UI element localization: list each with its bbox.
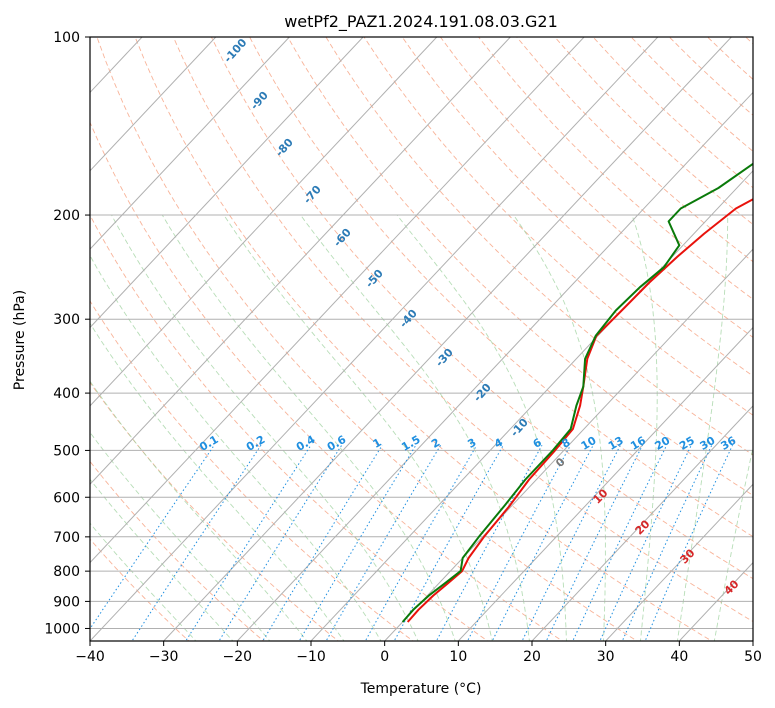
dry-adiabat-line bbox=[363, 37, 753, 416]
profile-lines bbox=[401, 162, 753, 623]
moist-adiabat-line bbox=[713, 445, 753, 641]
moist-adiabat-line bbox=[513, 214, 606, 641]
y-tick-label: 900 bbox=[53, 594, 80, 610]
mixing-ratio-line bbox=[325, 444, 442, 641]
dewpoint-profile-line bbox=[401, 162, 753, 623]
moist-adiabat-line bbox=[111, 214, 419, 641]
x-tick-label: −40 bbox=[75, 649, 105, 665]
gridlines bbox=[0, 37, 753, 641]
dry-adiabat-line bbox=[249, 37, 753, 538]
isotherm-gridline bbox=[90, 37, 290, 250]
y-tick-label: 200 bbox=[53, 208, 80, 224]
isotherm-gridline bbox=[90, 37, 438, 407]
x-tick-label: 40 bbox=[670, 649, 688, 665]
moist-adiabat-line bbox=[223, 214, 493, 641]
x-axis-ticks: −40 −30 −20 −10 0 10 20 30 40 50 bbox=[75, 641, 762, 665]
y-tick-label: 100 bbox=[53, 30, 80, 46]
moist-adiabat-line bbox=[90, 478, 234, 641]
isotherm-gridline bbox=[163, 37, 732, 641]
isotherm-gridline bbox=[90, 37, 511, 486]
mixing-ratio-line bbox=[90, 444, 215, 630]
isotherm-gridline bbox=[605, 483, 753, 641]
moist-adiabat-line bbox=[90, 522, 197, 641]
y-axis-label: Pressure (hPa) bbox=[12, 290, 28, 390]
isotherm-gridline bbox=[236, 91, 753, 641]
moist-adiabat-line bbox=[90, 380, 308, 641]
moist-adiabat-line bbox=[90, 254, 382, 641]
x-tick-label: −30 bbox=[149, 649, 179, 665]
y-axis-ticks: 100 200 300 400 500 600 700 800 900 1000 bbox=[44, 30, 90, 637]
mixing-ratio-line bbox=[364, 444, 478, 641]
y-tick-label: 800 bbox=[53, 564, 80, 580]
dry-adiabat-line bbox=[440, 37, 753, 338]
isotherm-gridline bbox=[90, 37, 659, 641]
moist-adiabat-line bbox=[631, 214, 658, 641]
mixing-ratio-line bbox=[599, 444, 692, 641]
mixing-ratio-line bbox=[262, 444, 383, 641]
y-tick-label: 400 bbox=[53, 386, 80, 402]
y-tick-label: 1000 bbox=[44, 621, 80, 637]
mixing-ratio-line bbox=[545, 444, 643, 641]
plot-frame bbox=[89, 36, 754, 642]
y-tick-label: 500 bbox=[53, 443, 80, 459]
mixing-ratio-line bbox=[298, 444, 417, 641]
moist-adiabat-line bbox=[396, 214, 567, 641]
x-tick-label: 30 bbox=[597, 649, 615, 665]
isotherm-gridline bbox=[384, 248, 753, 641]
isotherm-gridline bbox=[0, 37, 68, 641]
isotherm-gridline bbox=[752, 640, 753, 641]
y-tick-label: 600 bbox=[53, 490, 80, 506]
y-tick-label: 700 bbox=[53, 530, 80, 546]
isotherm-gridline bbox=[90, 37, 364, 329]
dry-adiabat-line bbox=[90, 214, 489, 641]
mixing-ratio-line bbox=[572, 444, 668, 641]
background-arc bbox=[0, 37, 4, 643]
plot-background bbox=[90, 37, 753, 641]
dry-adiabat-line bbox=[325, 37, 753, 456]
moist-adiabat-line bbox=[90, 431, 271, 641]
chart-title: wetPf2_PAZ1.2024.191.08.03.G21 bbox=[284, 12, 558, 32]
x-axis-label: Temperature (°C) bbox=[360, 681, 482, 697]
x-tick-label: 20 bbox=[523, 649, 541, 665]
isotherm-gridline bbox=[457, 326, 753, 641]
isotherm-gridline bbox=[531, 405, 753, 641]
dry-adiabat-line bbox=[210, 37, 753, 580]
temperature-profile-line bbox=[406, 198, 753, 623]
x-tick-label: 0 bbox=[380, 649, 389, 665]
mixing-ratio-line bbox=[218, 444, 343, 641]
x-tick-label: −10 bbox=[296, 649, 326, 665]
isotherm-gridline bbox=[90, 37, 585, 564]
x-tick-label: 50 bbox=[744, 649, 762, 665]
x-tick-label: 10 bbox=[449, 649, 467, 665]
mixing-ratio-line bbox=[131, 444, 262, 641]
x-tick-label: −20 bbox=[223, 649, 253, 665]
y-tick-label: 300 bbox=[53, 312, 80, 328]
background-lines bbox=[0, 37, 753, 643]
dry-adiabat-line bbox=[287, 37, 753, 496]
mixing-ratio-line bbox=[185, 444, 312, 641]
moist-adiabat-line bbox=[676, 215, 729, 641]
dry-adiabat-line bbox=[90, 460, 265, 641]
mixing-ratio-line bbox=[466, 444, 571, 641]
dry-adiabat-line bbox=[478, 37, 753, 300]
isotherm-gridline bbox=[90, 37, 217, 172]
